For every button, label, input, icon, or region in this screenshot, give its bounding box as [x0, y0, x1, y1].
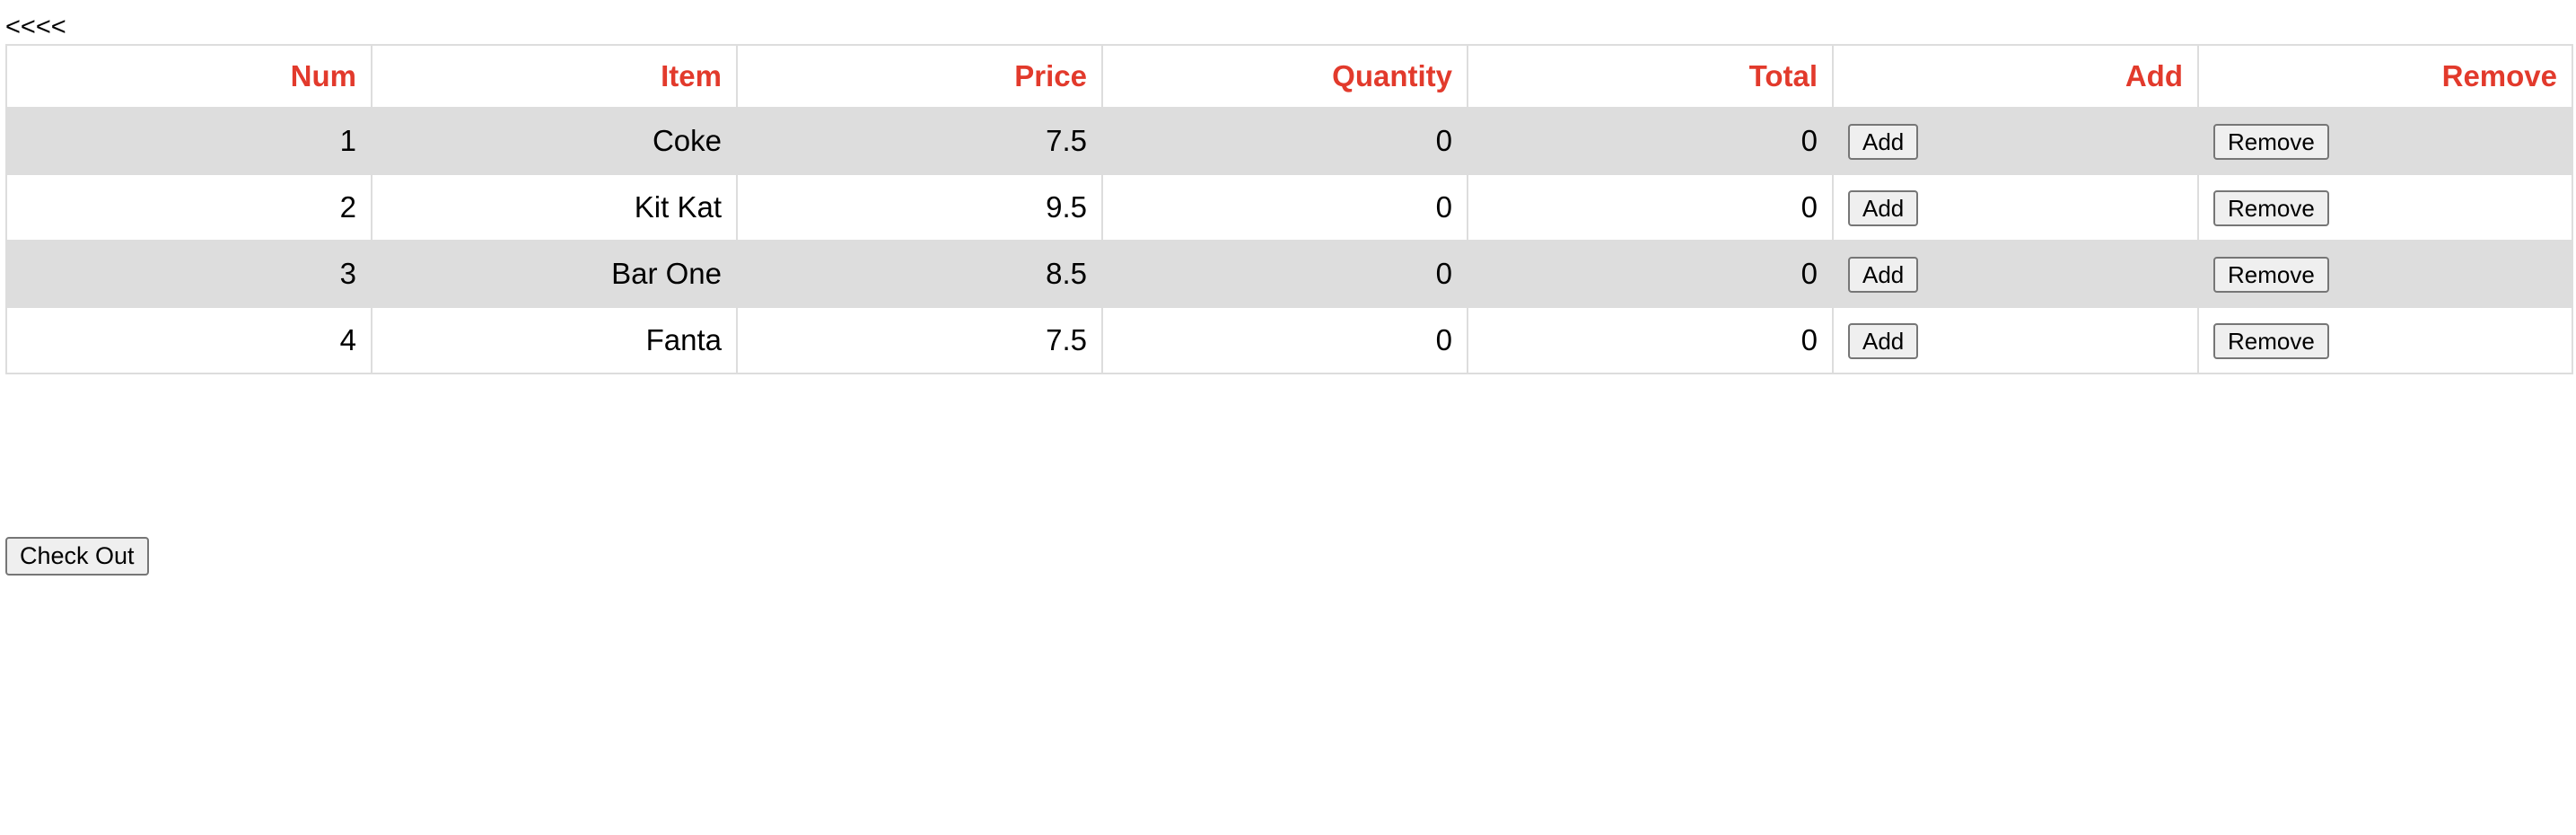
cell-remove: Remove: [2197, 306, 2573, 374]
cell-remove: Remove: [2197, 173, 2573, 242]
back-link[interactable]: <<<<: [5, 13, 66, 41]
cell-price: 7.5: [736, 107, 1103, 175]
header-add: Add: [1832, 44, 2199, 109]
remove-button[interactable]: Remove: [2213, 256, 2329, 293]
add-button[interactable]: Add: [1848, 123, 1919, 160]
cell-total: 0: [1467, 107, 1834, 175]
cell-price: 9.5: [736, 173, 1103, 242]
table-header-row: Num Item Price Quantity Total Add Remove: [5, 44, 2573, 109]
cell-item: Coke: [371, 107, 738, 175]
cart-table: Num Item Price Quantity Total Add Remove…: [5, 44, 2573, 374]
table-row: 1 Coke 7.5 0 0 Add Remove: [5, 107, 2573, 175]
cell-quantity: 0: [1101, 173, 1468, 242]
table-row: 2 Kit Kat 9.5 0 0 Add Remove: [5, 173, 2573, 242]
remove-button[interactable]: Remove: [2213, 123, 2329, 160]
cell-add: Add: [1832, 107, 2199, 175]
cell-price: 8.5: [736, 240, 1103, 308]
cell-quantity: 0: [1101, 306, 1468, 374]
cell-add: Add: [1832, 173, 2199, 242]
check-out-button[interactable]: Check Out: [5, 537, 149, 576]
remove-button[interactable]: Remove: [2213, 189, 2329, 226]
header-remove: Remove: [2197, 44, 2573, 109]
header-quantity: Quantity: [1101, 44, 1468, 109]
cell-total: 0: [1467, 306, 1834, 374]
cell-item: Bar One: [371, 240, 738, 308]
cell-quantity: 0: [1101, 107, 1468, 175]
header-total: Total: [1467, 44, 1834, 109]
cell-remove: Remove: [2197, 240, 2573, 308]
add-button[interactable]: Add: [1848, 256, 1919, 293]
add-button[interactable]: Add: [1848, 322, 1919, 359]
cell-add: Add: [1832, 306, 2199, 374]
remove-button[interactable]: Remove: [2213, 322, 2329, 359]
header-num: Num: [5, 44, 372, 109]
header-item: Item: [371, 44, 738, 109]
cell-item: Kit Kat: [371, 173, 738, 242]
cell-remove: Remove: [2197, 107, 2573, 175]
cell-num: 4: [5, 306, 372, 374]
table-row: 4 Fanta 7.5 0 0 Add Remove: [5, 306, 2573, 374]
cell-num: 3: [5, 240, 372, 308]
header-price: Price: [736, 44, 1103, 109]
cell-num: 2: [5, 173, 372, 242]
add-button[interactable]: Add: [1848, 189, 1919, 226]
cell-add: Add: [1832, 240, 2199, 308]
table-row: 3 Bar One 8.5 0 0 Add Remove: [5, 240, 2573, 308]
cell-num: 1: [5, 107, 372, 175]
cell-total: 0: [1467, 173, 1834, 242]
cell-quantity: 0: [1101, 240, 1468, 308]
cell-item: Fanta: [371, 306, 738, 374]
cell-price: 7.5: [736, 306, 1103, 374]
cell-total: 0: [1467, 240, 1834, 308]
